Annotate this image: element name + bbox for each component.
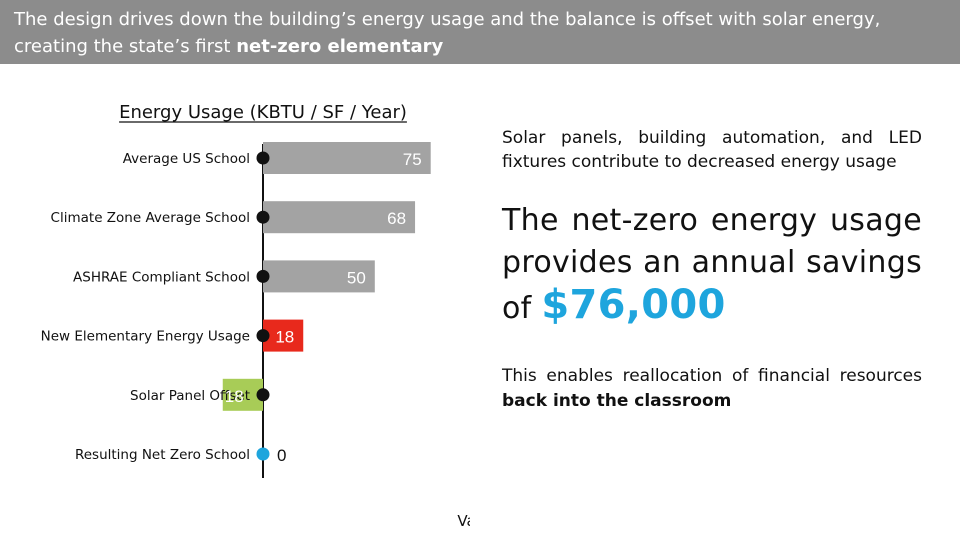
bar-marker-dot xyxy=(256,388,270,402)
value-label: 0 xyxy=(277,446,286,465)
value-label: 68 xyxy=(387,209,406,228)
bar-marker-dot xyxy=(256,329,270,343)
bar-5 xyxy=(222,378,263,411)
bar-4 xyxy=(263,319,304,352)
value-label: 18 xyxy=(275,328,294,347)
value-label: 50 xyxy=(347,268,366,287)
category-label: ASHRAE Compliant School xyxy=(73,269,250,285)
closing-paragraph: This enables reallocation of financial r… xyxy=(502,364,922,414)
energy-usage-chart: Energy Usage (KBTU / SF / Year) Average U… xyxy=(41,102,470,530)
savings-headline-text: The net-zero energy usage provides an an… xyxy=(502,203,922,326)
savings-amount: $76,000 xyxy=(541,282,726,328)
value-label: 18 xyxy=(225,387,244,406)
header-banner: The design drives down the building’s en… xyxy=(0,0,960,64)
category-label: Solar Panel Offset xyxy=(130,388,250,404)
savings-headline: The net-zero energy usage provides an an… xyxy=(502,200,922,330)
category-label: Average US School xyxy=(123,151,250,167)
chart-title: Energy Usage (KBTU / SF / Year) xyxy=(119,102,407,123)
bar-marker-dot xyxy=(256,269,270,283)
value-label: 75 xyxy=(403,150,422,169)
banner-highlight: net-zero elementary xyxy=(236,36,444,57)
banner-text: The design drives down the building’s en… xyxy=(14,9,881,57)
closing-text: This enables reallocation of financial r… xyxy=(502,366,922,386)
x-axis-label: Value xyxy=(457,512,470,530)
bar-3 xyxy=(263,260,375,293)
closing-highlight: back into the classroom xyxy=(502,391,732,411)
category-label: Climate Zone Average School xyxy=(51,210,250,226)
bar-marker-dot xyxy=(256,210,270,224)
bar-marker-dot xyxy=(256,151,270,165)
bar-marker-dot xyxy=(256,447,270,461)
bar-2 xyxy=(263,201,416,234)
intro-paragraph: Solar panels, building automation, and L… xyxy=(502,128,922,172)
category-label: New Elementary Energy Usage xyxy=(41,329,250,345)
category-label: Resulting Net Zero School xyxy=(75,447,250,463)
bar-1 xyxy=(263,142,431,174)
right-panel: Solar panels, building automation, and L… xyxy=(502,126,922,414)
